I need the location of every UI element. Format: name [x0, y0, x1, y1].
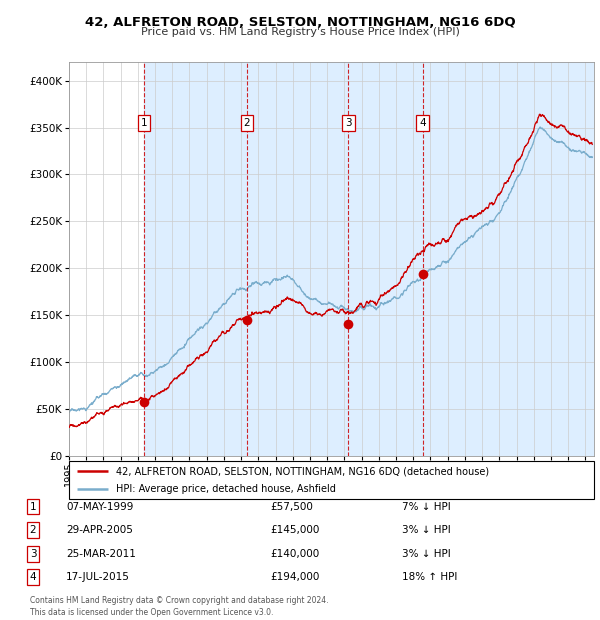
Text: £140,000: £140,000 — [270, 549, 319, 559]
Text: Price paid vs. HM Land Registry's House Price Index (HPI): Price paid vs. HM Land Registry's House … — [140, 27, 460, 37]
Text: 29-APR-2005: 29-APR-2005 — [66, 525, 133, 535]
Text: £57,500: £57,500 — [270, 502, 313, 512]
Text: 3: 3 — [345, 118, 352, 128]
Text: 7% ↓ HPI: 7% ↓ HPI — [402, 502, 451, 512]
FancyBboxPatch shape — [69, 461, 594, 499]
Text: HPI: Average price, detached house, Ashfield: HPI: Average price, detached house, Ashf… — [116, 484, 336, 495]
Bar — [349, 62, 422, 456]
Text: 18% ↑ HPI: 18% ↑ HPI — [402, 572, 457, 582]
Text: 42, ALFRETON ROAD, SELSTON, NOTTINGHAM, NG16 6DQ (detached house): 42, ALFRETON ROAD, SELSTON, NOTTINGHAM, … — [116, 466, 490, 476]
Text: 1: 1 — [141, 118, 148, 128]
Bar — [144, 62, 247, 456]
Text: 4: 4 — [29, 572, 37, 582]
Text: 25-MAR-2011: 25-MAR-2011 — [66, 549, 136, 559]
Text: £145,000: £145,000 — [270, 525, 319, 535]
Text: 07-MAY-1999: 07-MAY-1999 — [66, 502, 133, 512]
Text: £194,000: £194,000 — [270, 572, 319, 582]
Text: 3% ↓ HPI: 3% ↓ HPI — [402, 549, 451, 559]
Bar — [247, 62, 349, 456]
Text: 42, ALFRETON ROAD, SELSTON, NOTTINGHAM, NG16 6DQ: 42, ALFRETON ROAD, SELSTON, NOTTINGHAM, … — [85, 16, 515, 29]
Text: 3% ↓ HPI: 3% ↓ HPI — [402, 525, 451, 535]
Text: 1: 1 — [29, 502, 37, 512]
Text: 4: 4 — [419, 118, 426, 128]
Text: Contains HM Land Registry data © Crown copyright and database right 2024.
This d: Contains HM Land Registry data © Crown c… — [30, 596, 329, 617]
Text: 17-JUL-2015: 17-JUL-2015 — [66, 572, 130, 582]
Text: 3: 3 — [29, 549, 37, 559]
Bar — [422, 62, 594, 456]
Text: 2: 2 — [29, 525, 37, 535]
Text: 2: 2 — [244, 118, 250, 128]
